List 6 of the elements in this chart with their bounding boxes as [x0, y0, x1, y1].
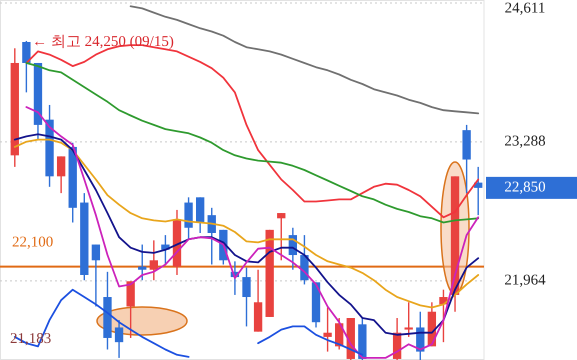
y-tick-label: 24,611 — [504, 0, 546, 16]
ref-line-label: 22,100 — [12, 234, 54, 251]
y-tick-label: 23,288 — [504, 133, 546, 150]
y-tick-label: 21,964 — [504, 272, 546, 288]
annotation: ← 최고 24,250 (09/15) — [32, 34, 174, 50]
text: 22,850 — [504, 179, 546, 196]
